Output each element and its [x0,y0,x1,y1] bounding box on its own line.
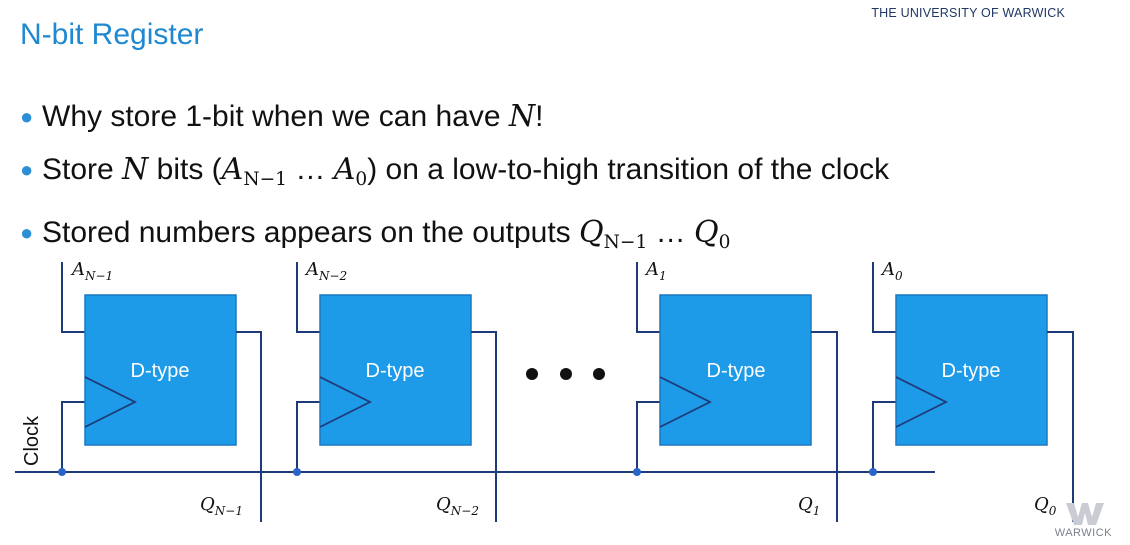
output-label: Q0 [1034,494,1057,518]
university-name: THE UNIVERSITY OF WARWICK [871,6,1065,20]
clock-wire [296,401,320,472]
dtype-label: D-type [942,360,1001,382]
flipflop-n-2: D-type AN−2 QN−2 [293,259,497,522]
junction-node [58,468,66,476]
input-label: AN−1 [70,259,113,283]
input-label: A0 [880,259,903,283]
ellipsis-dot [560,368,572,380]
ellipsis-dot [593,368,605,380]
clock-wire [636,401,660,472]
dtype-box [895,294,1048,446]
bullet-list: ● Why store 1-bit when we can have N! ● … [20,90,889,269]
clock-triangle-icon [319,376,373,428]
data-wire [61,262,85,333]
input-label: A1 [644,259,667,283]
bullet-dot-icon: ● [20,104,34,129]
clock-wire [61,401,85,472]
dtype-box [319,294,472,446]
bullet-item: ● Store N bits (AN−1 … A0) on a low-to-h… [20,143,889,206]
junction-node [633,468,641,476]
output-wire [1047,331,1074,522]
flipflop-0: D-type A0 Q0 [869,259,1074,522]
output-wire [811,331,838,522]
input-label: AN−2 [304,259,347,283]
output-label: QN−2 [436,494,479,518]
dtype-label: D-type [707,360,766,382]
ellipsis-dot [526,368,538,380]
logo-text: WARWICK [1054,527,1112,539]
data-wire [636,262,660,333]
data-wire [296,262,320,333]
output-label: Q1 [798,494,820,518]
data-wire [872,262,896,333]
output-wire [471,331,497,522]
flipflop-1: D-type A1 Q1 [633,259,838,522]
slide-title: N-bit Register [20,18,204,51]
clock-triangle-icon [659,376,713,428]
clock-label: Clock [21,415,43,466]
output-label: QN−1 [200,494,243,518]
flipflop-n-1: D-type AN−1 QN−1 [58,259,262,522]
warwick-logo-icon [1066,503,1104,525]
clock-triangle-icon [895,376,949,428]
junction-node [293,468,301,476]
clock-wire [872,401,896,472]
dtype-label: D-type [131,360,190,382]
dtype-label: D-type [366,360,425,382]
bullet-item: ● Stored numbers appears on the outputs … [20,206,889,269]
bullet-dot-icon: ● [20,219,34,245]
output-wire [236,331,262,522]
junction-node [869,468,877,476]
dtype-box [659,294,812,446]
bullet-item: ● Why store 1-bit when we can have N! [20,90,889,143]
dtype-box [84,294,237,446]
clock-triangle-icon [84,376,138,428]
bullet-dot-icon: ● [20,157,34,182]
